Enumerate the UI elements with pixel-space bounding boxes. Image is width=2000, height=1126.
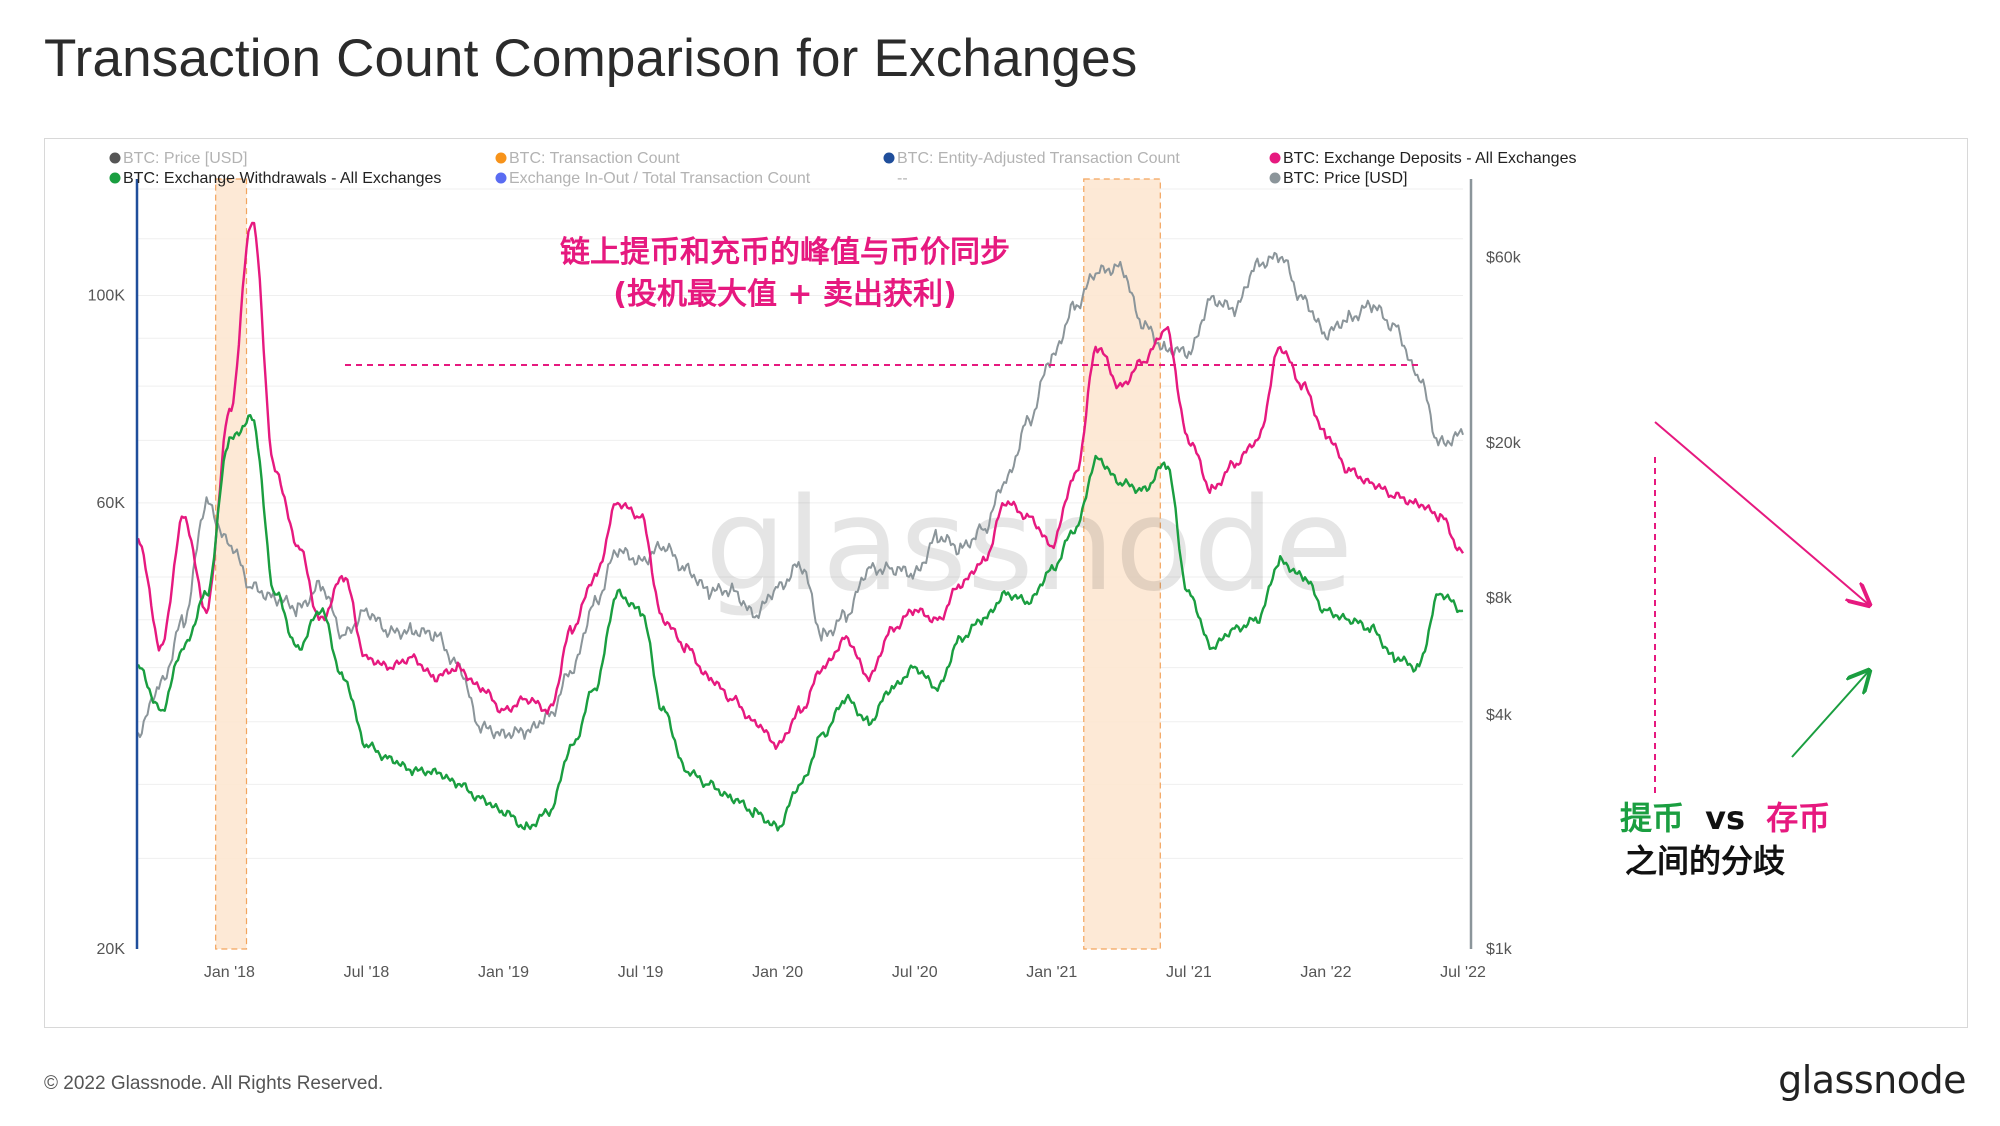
- highlight-period: [1083, 178, 1161, 950]
- x-tick-label: Jan '20: [752, 964, 803, 981]
- legend-item[interactable]: BTC: Entity-Adjusted Transaction Count: [897, 150, 1180, 167]
- divergence-deposit-label: 存币: [1766, 799, 1830, 837]
- legend-item[interactable]: BTC: Price [USD]: [123, 150, 247, 167]
- x-tick-label: Jul '20: [892, 964, 938, 981]
- headline-line1: 链上提币和充币的峰值与币价同步: [560, 235, 1010, 270]
- divergence-text-line1: 提币 vs 存币: [1620, 799, 1830, 837]
- y-left-tick-label: 100K: [88, 288, 126, 305]
- annotations: 链上提币和充币的峰值与币价同步 (投机最大值 + 卖出获利) 提币 vs 存币 …: [345, 235, 1868, 880]
- copyright-notice: © 2022 Glassnode. All Rights Reserved.: [44, 1073, 384, 1094]
- legend-item[interactable]: BTC: Exchange Deposits - All Exchanges: [1283, 150, 1576, 167]
- legend-marker: [495, 172, 507, 184]
- legend-item[interactable]: BTC: Exchange Withdrawals - All Exchange…: [123, 170, 441, 187]
- legend-item[interactable]: BTC: Price [USD]: [1283, 170, 1407, 187]
- legend-marker: [1269, 152, 1281, 164]
- x-tick-label: Jul '19: [618, 964, 664, 981]
- chart-panel: glassnode 100K 60K 20K $60k $20k $8k $4k $1k Jan…: [44, 138, 1968, 1028]
- series-line: [137, 251, 1464, 740]
- divergence-vs-label: vs: [1705, 799, 1745, 837]
- y-right-tick-label: $60k: [1486, 249, 1522, 266]
- series-line: [136, 414, 1464, 832]
- x-tick-label: Jul '21: [1166, 964, 1212, 981]
- legend-marker: [1269, 172, 1281, 184]
- series-layer: [136, 221, 1465, 832]
- x-tick-label: Jan '19: [478, 964, 529, 981]
- withdrawal-trend-arrow: [1791, 672, 1868, 758]
- axes: 100K 60K 20K $60k $20k $8k $4k $1k Jan '18 Jul '1…: [88, 179, 1522, 981]
- glassnode-logo: glassnode: [1778, 1058, 1966, 1102]
- legend-marker: [109, 172, 121, 184]
- chart-svg: glassnode 100K 60K 20K $60k $20k $8k $4k $1k Jan…: [88, 150, 1967, 981]
- legend-marker: [495, 152, 507, 164]
- divergence-text-line2: 之间的分歧: [1625, 842, 1785, 880]
- legend-marker: [883, 152, 895, 164]
- watermark: glassnode: [705, 471, 1353, 620]
- page-title: Transaction Count Comparison for Exchang…: [44, 29, 1138, 88]
- y-right-tick-label: $8k: [1486, 590, 1513, 607]
- legend-marker: [109, 152, 121, 164]
- x-tick-label: Jul '18: [344, 964, 390, 981]
- x-tick-label: Jan '18: [204, 964, 255, 981]
- y-right-tick-label: $1k: [1486, 941, 1513, 958]
- x-tick-label: Jan '21: [1026, 964, 1077, 981]
- legend-item[interactable]: --: [897, 170, 908, 187]
- legend-item[interactable]: Exchange In-Out / Total Transaction Coun…: [509, 170, 811, 187]
- highlight-periods: [215, 178, 1161, 950]
- headline-line2: (投机最大值 + 卖出获利): [613, 277, 956, 312]
- x-tick-label: Jan '22: [1300, 964, 1351, 981]
- x-tick-label: Jul '22: [1440, 964, 1486, 981]
- legend-item[interactable]: BTC: Transaction Count: [509, 150, 680, 167]
- legend[interactable]: BTC: Price [USD] BTC: Transaction Count BT…: [109, 150, 1577, 187]
- series-line: [136, 221, 1465, 750]
- y-right-tick-label: $4k: [1486, 707, 1513, 724]
- y-left-tick-label: 20K: [97, 941, 126, 958]
- grid-lines: [138, 188, 1463, 859]
- y-right-tick-label: $20k: [1486, 435, 1522, 452]
- y-left-tick-label: 60K: [97, 495, 126, 512]
- divergence-withdraw-label: 提币: [1620, 799, 1684, 837]
- deposit-trend-arrow: [1654, 421, 1868, 604]
